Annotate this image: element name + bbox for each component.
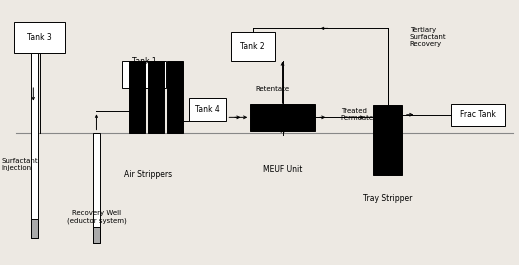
Text: Treated
Permeate: Treated Permeate [341,108,374,121]
Text: Retentate: Retentate [255,86,290,92]
Text: Recovery Well
(eductor system): Recovery Well (eductor system) [66,210,126,224]
Bar [31,54,38,238]
Text: Surfactant
Injection: Surfactant Injection [1,158,38,171]
Bar [188,98,226,121]
Text: MEUF Unit: MEUF Unit [263,165,302,174]
Text: Tray Stripper: Tray Stripper [363,194,412,203]
Bar [167,61,183,132]
Text: Tank 4: Tank 4 [195,105,220,114]
Text: Tank 3: Tank 3 [27,33,52,42]
Text: Tank 1: Tank 1 [132,57,157,66]
Bar [451,104,506,126]
Bar [148,61,163,132]
Bar [250,104,315,131]
Bar [93,132,100,243]
Text: Tertiary
Surfactant
Recovery: Tertiary Surfactant Recovery [409,27,446,47]
Bar [93,227,100,243]
Bar [231,32,275,61]
Text: Frac Tank: Frac Tank [460,110,496,119]
Text: Air Strippers: Air Strippers [124,170,172,179]
Bar [122,61,166,88]
Bar [31,219,38,238]
Bar [132,85,142,117]
Bar [373,105,402,175]
Text: Tank 2: Tank 2 [240,42,265,51]
Bar [129,61,145,132]
Bar [13,22,65,54]
